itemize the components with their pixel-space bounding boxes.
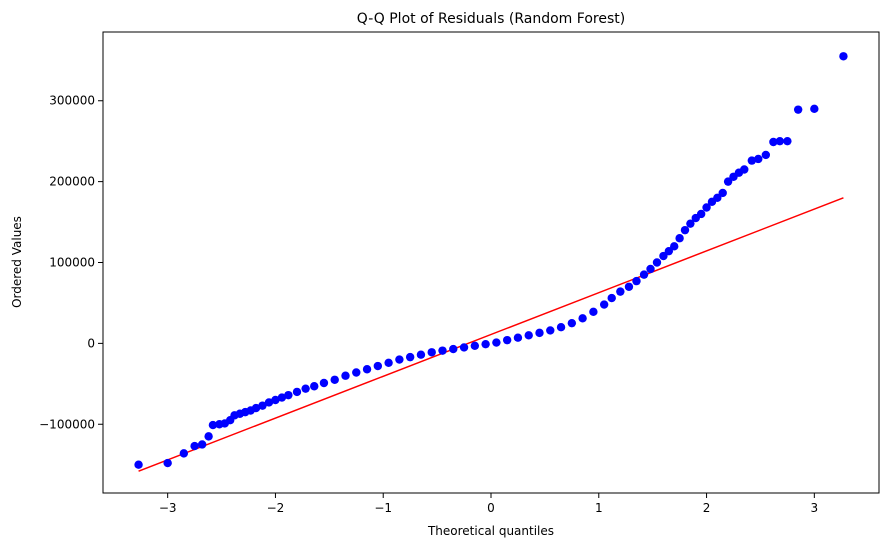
data-point <box>197 440 207 449</box>
data-point <box>646 264 655 274</box>
data-point <box>675 234 684 243</box>
fit-line <box>138 197 844 472</box>
data-point <box>310 382 319 391</box>
data-point <box>405 352 415 362</box>
data-point <box>301 384 310 393</box>
data-point <box>163 458 172 468</box>
data-point <box>652 258 662 267</box>
data-point <box>179 449 189 458</box>
data-point <box>589 307 598 317</box>
data-point <box>277 393 287 402</box>
data-point <box>502 335 512 345</box>
data-point <box>723 177 733 186</box>
data-point <box>740 165 749 174</box>
points-group <box>134 52 848 469</box>
data-point <box>395 355 404 364</box>
data-point <box>373 361 383 371</box>
data-point <box>134 460 143 469</box>
data-point <box>632 276 641 286</box>
data-point <box>352 368 361 377</box>
data-point <box>664 246 674 256</box>
x-tick-label: 3 <box>811 501 819 515</box>
data-point <box>284 390 293 400</box>
data-point <box>470 341 480 351</box>
y-tick-label: 200000 <box>49 175 95 189</box>
data-point <box>713 193 722 202</box>
data-point <box>258 401 267 410</box>
data-point <box>761 150 771 160</box>
data-point <box>670 242 679 251</box>
data-point <box>513 333 523 342</box>
data-point <box>438 346 447 355</box>
data-point <box>702 203 711 212</box>
x-axis-label: Theoretical quantiles <box>427 524 554 538</box>
y-axis: −100000 0 100000 200000 300000 <box>39 94 103 431</box>
data-point <box>208 420 218 430</box>
x-tick-label: −2 <box>267 501 285 515</box>
x-tick-label: −1 <box>374 501 392 515</box>
data-point <box>204 432 213 441</box>
data-point <box>449 344 458 354</box>
y-tick-label: −100000 <box>39 417 95 431</box>
x-tick-label: −3 <box>159 501 177 515</box>
data-point <box>754 154 763 164</box>
data-point <box>546 326 555 335</box>
data-point <box>427 348 436 357</box>
data-point <box>271 395 280 405</box>
data-point <box>330 375 339 384</box>
data-point <box>251 403 261 413</box>
data-point <box>607 293 616 303</box>
data-point <box>556 323 566 332</box>
data-point <box>416 350 426 359</box>
data-point <box>481 339 490 349</box>
data-point <box>696 209 706 219</box>
data-point <box>747 156 757 165</box>
y-tick-label: 0 <box>87 336 95 350</box>
data-point <box>524 331 533 340</box>
data-point <box>624 282 634 291</box>
data-point <box>769 137 778 147</box>
data-point <box>599 300 609 309</box>
data-point <box>492 338 501 347</box>
data-point <box>384 358 393 367</box>
data-point <box>319 378 329 388</box>
fit-line-group <box>138 197 844 472</box>
y-tick-label: 300000 <box>49 94 95 108</box>
x-tick-label: 1 <box>595 501 603 515</box>
data-point <box>659 251 668 261</box>
data-point <box>680 225 690 235</box>
data-point <box>341 371 350 380</box>
data-point <box>535 328 544 338</box>
data-point <box>793 105 803 114</box>
x-tick-label: 2 <box>703 501 711 515</box>
data-point <box>839 52 848 61</box>
data-point <box>292 387 302 397</box>
x-tick-label: 0 <box>487 501 495 515</box>
y-axis-label: Ordered Values <box>10 216 24 308</box>
data-point <box>775 136 785 146</box>
y-tick-label: 100000 <box>49 256 95 270</box>
data-point <box>616 287 625 296</box>
data-point <box>783 136 792 146</box>
data-point <box>362 365 372 374</box>
data-point <box>190 441 199 451</box>
data-point <box>639 270 649 279</box>
data-point <box>264 398 274 407</box>
data-point <box>810 104 819 114</box>
data-point <box>567 318 577 328</box>
x-axis: −3 −2 −1 0 1 2 3 <box>159 493 818 515</box>
data-point <box>578 314 587 323</box>
chart-title: Q-Q Plot of Residuals (Random Forest) <box>357 11 625 27</box>
data-point <box>686 219 695 228</box>
data-point <box>459 343 469 352</box>
data-point <box>718 188 727 198</box>
